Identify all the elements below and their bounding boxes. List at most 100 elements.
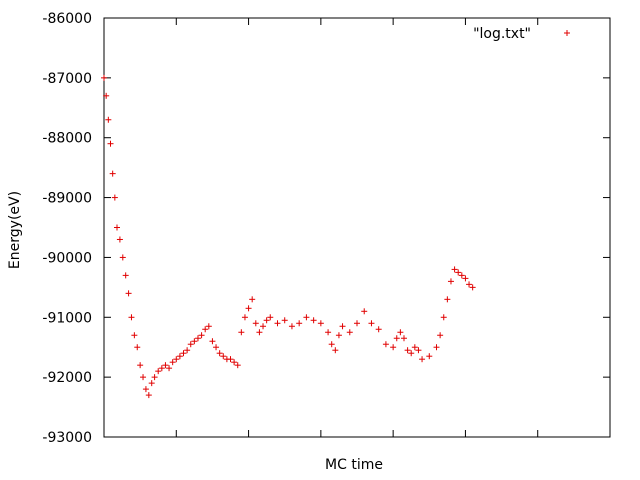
y-tick-label: -92000 bbox=[42, 370, 92, 386]
data-point bbox=[288, 323, 295, 330]
data-point bbox=[187, 341, 194, 348]
data-point bbox=[176, 353, 183, 360]
legend: "log.txt" bbox=[473, 26, 570, 42]
data-point bbox=[194, 335, 201, 342]
x-axis bbox=[175, 18, 539, 437]
data-point bbox=[103, 92, 110, 99]
data-point bbox=[131, 332, 138, 339]
y-axis: -93000 -92000 -91000 -90000 -89000 -88000 -870… bbox=[42, 11, 610, 446]
data-point bbox=[137, 362, 144, 369]
data-point bbox=[231, 359, 238, 366]
data-point bbox=[256, 329, 263, 336]
data-points bbox=[101, 74, 476, 399]
data-point bbox=[119, 254, 126, 261]
data-point bbox=[411, 344, 418, 351]
data-point bbox=[109, 170, 116, 177]
x-axis-label: MC time bbox=[325, 457, 383, 473]
data-point bbox=[296, 320, 303, 327]
data-point bbox=[205, 323, 212, 330]
data-point bbox=[180, 350, 187, 357]
data-point bbox=[145, 392, 152, 399]
data-point bbox=[116, 236, 123, 243]
data-point bbox=[419, 356, 426, 363]
legend-marker bbox=[564, 30, 570, 36]
y-axis-label: Energy(eV) bbox=[7, 191, 23, 269]
data-point bbox=[191, 338, 198, 345]
data-point bbox=[216, 350, 223, 357]
data-point bbox=[220, 353, 227, 360]
y-tick-label: -88000 bbox=[42, 131, 92, 147]
data-point bbox=[155, 368, 162, 375]
y-tick-label: -86000 bbox=[42, 11, 92, 27]
data-point bbox=[455, 269, 462, 276]
data-point bbox=[166, 365, 173, 372]
y-tick-label: -87000 bbox=[42, 71, 92, 87]
data-point bbox=[408, 350, 415, 357]
data-point bbox=[274, 320, 281, 327]
data-point bbox=[105, 116, 112, 123]
data-point bbox=[140, 374, 147, 381]
data-point bbox=[241, 314, 248, 321]
data-point bbox=[252, 320, 259, 327]
data-point bbox=[361, 308, 368, 315]
data-point bbox=[466, 281, 473, 288]
data-point bbox=[128, 314, 135, 321]
data-point bbox=[281, 317, 288, 324]
data-point bbox=[169, 359, 176, 366]
y-tick-label: -90000 bbox=[42, 250, 92, 266]
data-point bbox=[213, 344, 220, 351]
y-tick-label: -89000 bbox=[42, 191, 92, 207]
data-point bbox=[184, 347, 191, 354]
data-point bbox=[426, 353, 433, 360]
data-point bbox=[134, 344, 141, 351]
data-point bbox=[469, 284, 476, 291]
data-point bbox=[310, 317, 317, 324]
data-point bbox=[440, 314, 447, 321]
data-point bbox=[451, 266, 458, 273]
data-point bbox=[173, 356, 180, 363]
data-point bbox=[114, 224, 121, 231]
data-point bbox=[397, 329, 404, 336]
data-point bbox=[249, 296, 256, 303]
data-point bbox=[101, 74, 107, 81]
data-point bbox=[346, 329, 353, 336]
legend-plus-marker bbox=[564, 30, 570, 36]
data-point bbox=[382, 341, 389, 348]
data-point bbox=[447, 278, 454, 285]
data-point bbox=[148, 380, 155, 387]
data-point bbox=[458, 272, 465, 279]
data-point bbox=[437, 332, 444, 339]
y-tick-label: -93000 bbox=[42, 430, 92, 446]
data-point bbox=[107, 140, 114, 147]
plot-frame bbox=[103, 17, 611, 438]
data-point bbox=[317, 320, 324, 327]
data-point bbox=[303, 314, 310, 321]
data-point bbox=[151, 374, 158, 381]
data-point bbox=[404, 347, 411, 354]
data-point bbox=[375, 326, 382, 333]
data-point bbox=[393, 335, 400, 342]
data-point bbox=[158, 365, 165, 372]
data-point bbox=[328, 341, 335, 348]
data-point bbox=[202, 326, 209, 333]
data-point bbox=[238, 329, 245, 336]
data-point bbox=[122, 272, 129, 279]
data-point bbox=[234, 362, 241, 369]
data-point bbox=[332, 347, 339, 354]
data-point bbox=[198, 332, 205, 339]
data-point bbox=[354, 320, 360, 327]
data-point bbox=[400, 335, 407, 342]
data-point bbox=[245, 305, 252, 312]
data-point bbox=[125, 290, 132, 297]
legend-label: "log.txt" bbox=[473, 26, 531, 42]
data-point bbox=[433, 344, 440, 351]
data-point bbox=[227, 356, 234, 363]
data-point bbox=[335, 332, 342, 339]
data-point bbox=[415, 347, 422, 354]
data-point bbox=[260, 323, 267, 330]
data-point bbox=[444, 296, 451, 303]
data-point bbox=[209, 338, 216, 345]
data-point bbox=[111, 194, 118, 201]
